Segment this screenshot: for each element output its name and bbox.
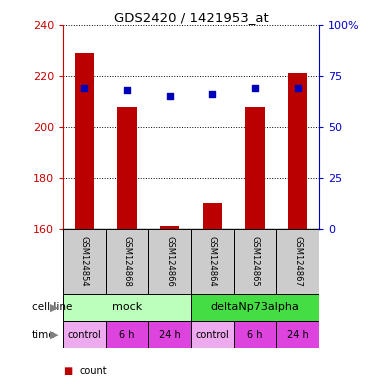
Text: GSM124868: GSM124868 (122, 236, 132, 287)
Bar (276, 321, 319, 348)
Text: cell line: cell line (32, 303, 72, 313)
Text: time: time (32, 329, 55, 339)
Bar (276, 229, 319, 294)
Point (295, 85, 301, 91)
Point (210, 91, 216, 98)
Point (82, 85, 88, 91)
Text: GSM124864: GSM124864 (208, 236, 217, 287)
Bar (63, 229, 106, 294)
Bar (246, 107, 265, 229)
Text: 6 h: 6 h (247, 329, 263, 339)
Text: control: control (68, 329, 101, 339)
Bar (191, 229, 234, 294)
Text: ▶: ▶ (50, 329, 58, 339)
Text: 24 h: 24 h (287, 329, 309, 339)
Text: count: count (80, 366, 107, 376)
Bar (75, 53, 94, 229)
Bar (288, 73, 307, 229)
Title: GDS2420 / 1421953_at: GDS2420 / 1421953_at (114, 11, 269, 24)
Bar (234, 321, 276, 348)
Text: GSM124867: GSM124867 (293, 236, 302, 287)
Bar (118, 107, 137, 229)
Text: deltaNp73alpha: deltaNp73alpha (211, 303, 299, 313)
Bar (234, 229, 276, 294)
Bar (160, 227, 179, 229)
Bar (191, 321, 234, 348)
Text: mock: mock (112, 303, 142, 313)
Bar (106, 229, 148, 294)
Text: ▶: ▶ (50, 303, 58, 313)
Bar (148, 229, 191, 294)
Bar (191, 294, 319, 321)
Point (252, 85, 258, 91)
Bar (106, 321, 148, 348)
Text: control: control (196, 329, 229, 339)
Text: 24 h: 24 h (159, 329, 181, 339)
Text: GSM124866: GSM124866 (165, 236, 174, 287)
Bar (148, 321, 191, 348)
Text: GSM124865: GSM124865 (250, 236, 260, 287)
Bar (63, 321, 106, 348)
Text: GSM124854: GSM124854 (80, 236, 89, 287)
Bar (63, 294, 191, 321)
Point (167, 93, 173, 99)
Point (124, 87, 130, 93)
Text: ■: ■ (63, 366, 72, 376)
Bar (203, 204, 222, 229)
Text: 6 h: 6 h (119, 329, 135, 339)
